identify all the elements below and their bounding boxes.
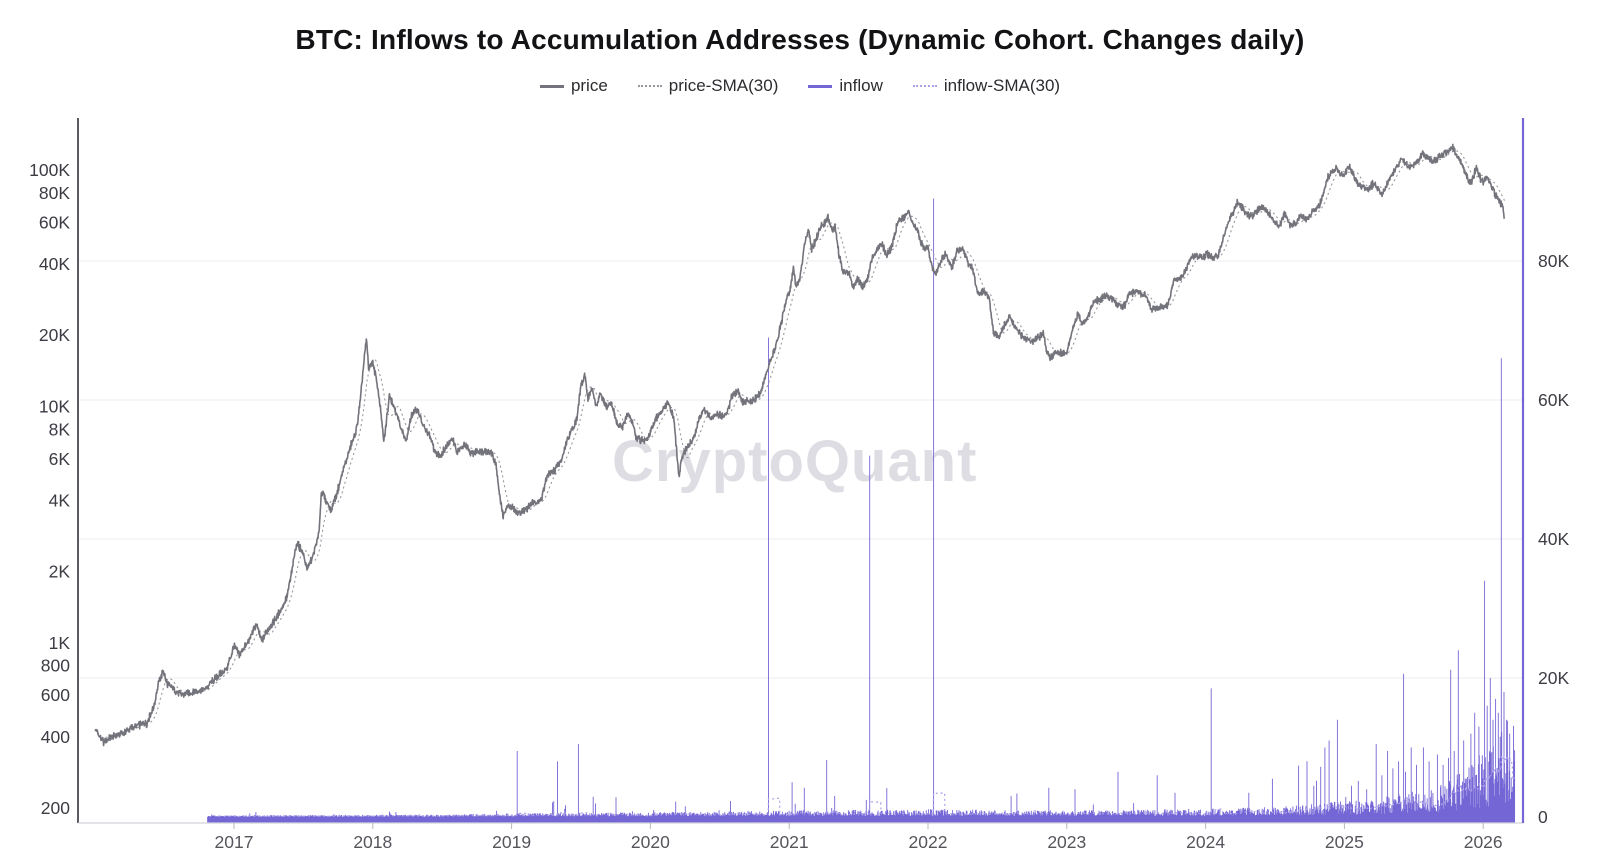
- left-axis-tick-label: 60K: [39, 212, 70, 232]
- left-axis-tick-label: 2K: [49, 562, 71, 582]
- x-axis-year-label: 2017: [215, 832, 254, 852]
- cryptoquant-watermark: CryptoQuant: [612, 429, 978, 494]
- legend-item-price-sma-30-[interactable]: price-SMA(30): [637, 76, 779, 96]
- inflow-series: [207, 198, 1516, 823]
- left-axis-tick-label: 200: [41, 798, 70, 818]
- right-axis-tick-label: 0: [1538, 807, 1548, 827]
- x-axis-year-label: 2026: [1464, 832, 1503, 852]
- left-axis-tick-label: 100K: [29, 160, 70, 180]
- right-axis-tick-label: 20K: [1538, 668, 1569, 688]
- legend-swatch-dotted: [637, 85, 662, 87]
- price-sma-series: [105, 149, 1506, 741]
- legend-label: price-SMA(30): [668, 76, 779, 95]
- x-axis-year-label: 2019: [492, 832, 531, 852]
- x-axis-year-label: 2023: [1047, 832, 1086, 852]
- left-axis-tick-label: 4K: [49, 490, 71, 510]
- left-axis-tick-label: 8K: [49, 419, 71, 439]
- left-axis-tick-label: 600: [41, 685, 70, 705]
- legend-label: inflow-SMA(30): [943, 76, 1061, 95]
- left-axis-tick-label: 400: [41, 727, 70, 747]
- x-axis-year-label: 2018: [353, 832, 392, 852]
- legend-swatch-solid: [539, 84, 564, 88]
- legend-item-inflow-sma-30-[interactable]: inflow-SMA(30): [912, 76, 1061, 96]
- left-axis-tick-label: 800: [41, 656, 70, 676]
- left-axis-tick-label: 1K: [49, 633, 71, 653]
- left-axis-tick-label: 10K: [39, 396, 70, 416]
- right-axis-tick-label: 40K: [1538, 529, 1569, 549]
- legend-label: price: [570, 76, 608, 95]
- legend-label: inflow: [839, 76, 883, 95]
- legend-item-price[interactable]: price: [539, 76, 608, 96]
- x-axis-year-label: 2025: [1325, 832, 1364, 852]
- right-axis-tick-label: 60K: [1538, 390, 1569, 410]
- legend: price price-SMA(30) inflow inflow-SMA(30): [0, 76, 1600, 96]
- left-axis-tick-label: 80K: [39, 183, 70, 203]
- left-axis-tick-label: 40K: [39, 254, 70, 274]
- chart-title: BTC: Inflows to Accumulation Addresses (…: [295, 24, 1305, 55]
- inflow-sma-series: [218, 754, 1516, 817]
- left-axis-tick-label: 6K: [49, 449, 71, 469]
- price-series: [94, 143, 1506, 747]
- legend-swatch-solid: [808, 84, 833, 88]
- right-axis-tick-label: 80K: [1538, 251, 1569, 271]
- x-axis-year-label: 2024: [1186, 832, 1225, 852]
- x-axis-year-label: 2020: [631, 832, 670, 852]
- legend-item-inflow[interactable]: inflow: [808, 76, 883, 96]
- legend-swatch-dotted: [912, 85, 937, 87]
- x-axis-year-label: 2022: [909, 832, 948, 852]
- left-axis-tick-label: 20K: [39, 325, 70, 345]
- x-axis-year-label: 2021: [770, 832, 809, 852]
